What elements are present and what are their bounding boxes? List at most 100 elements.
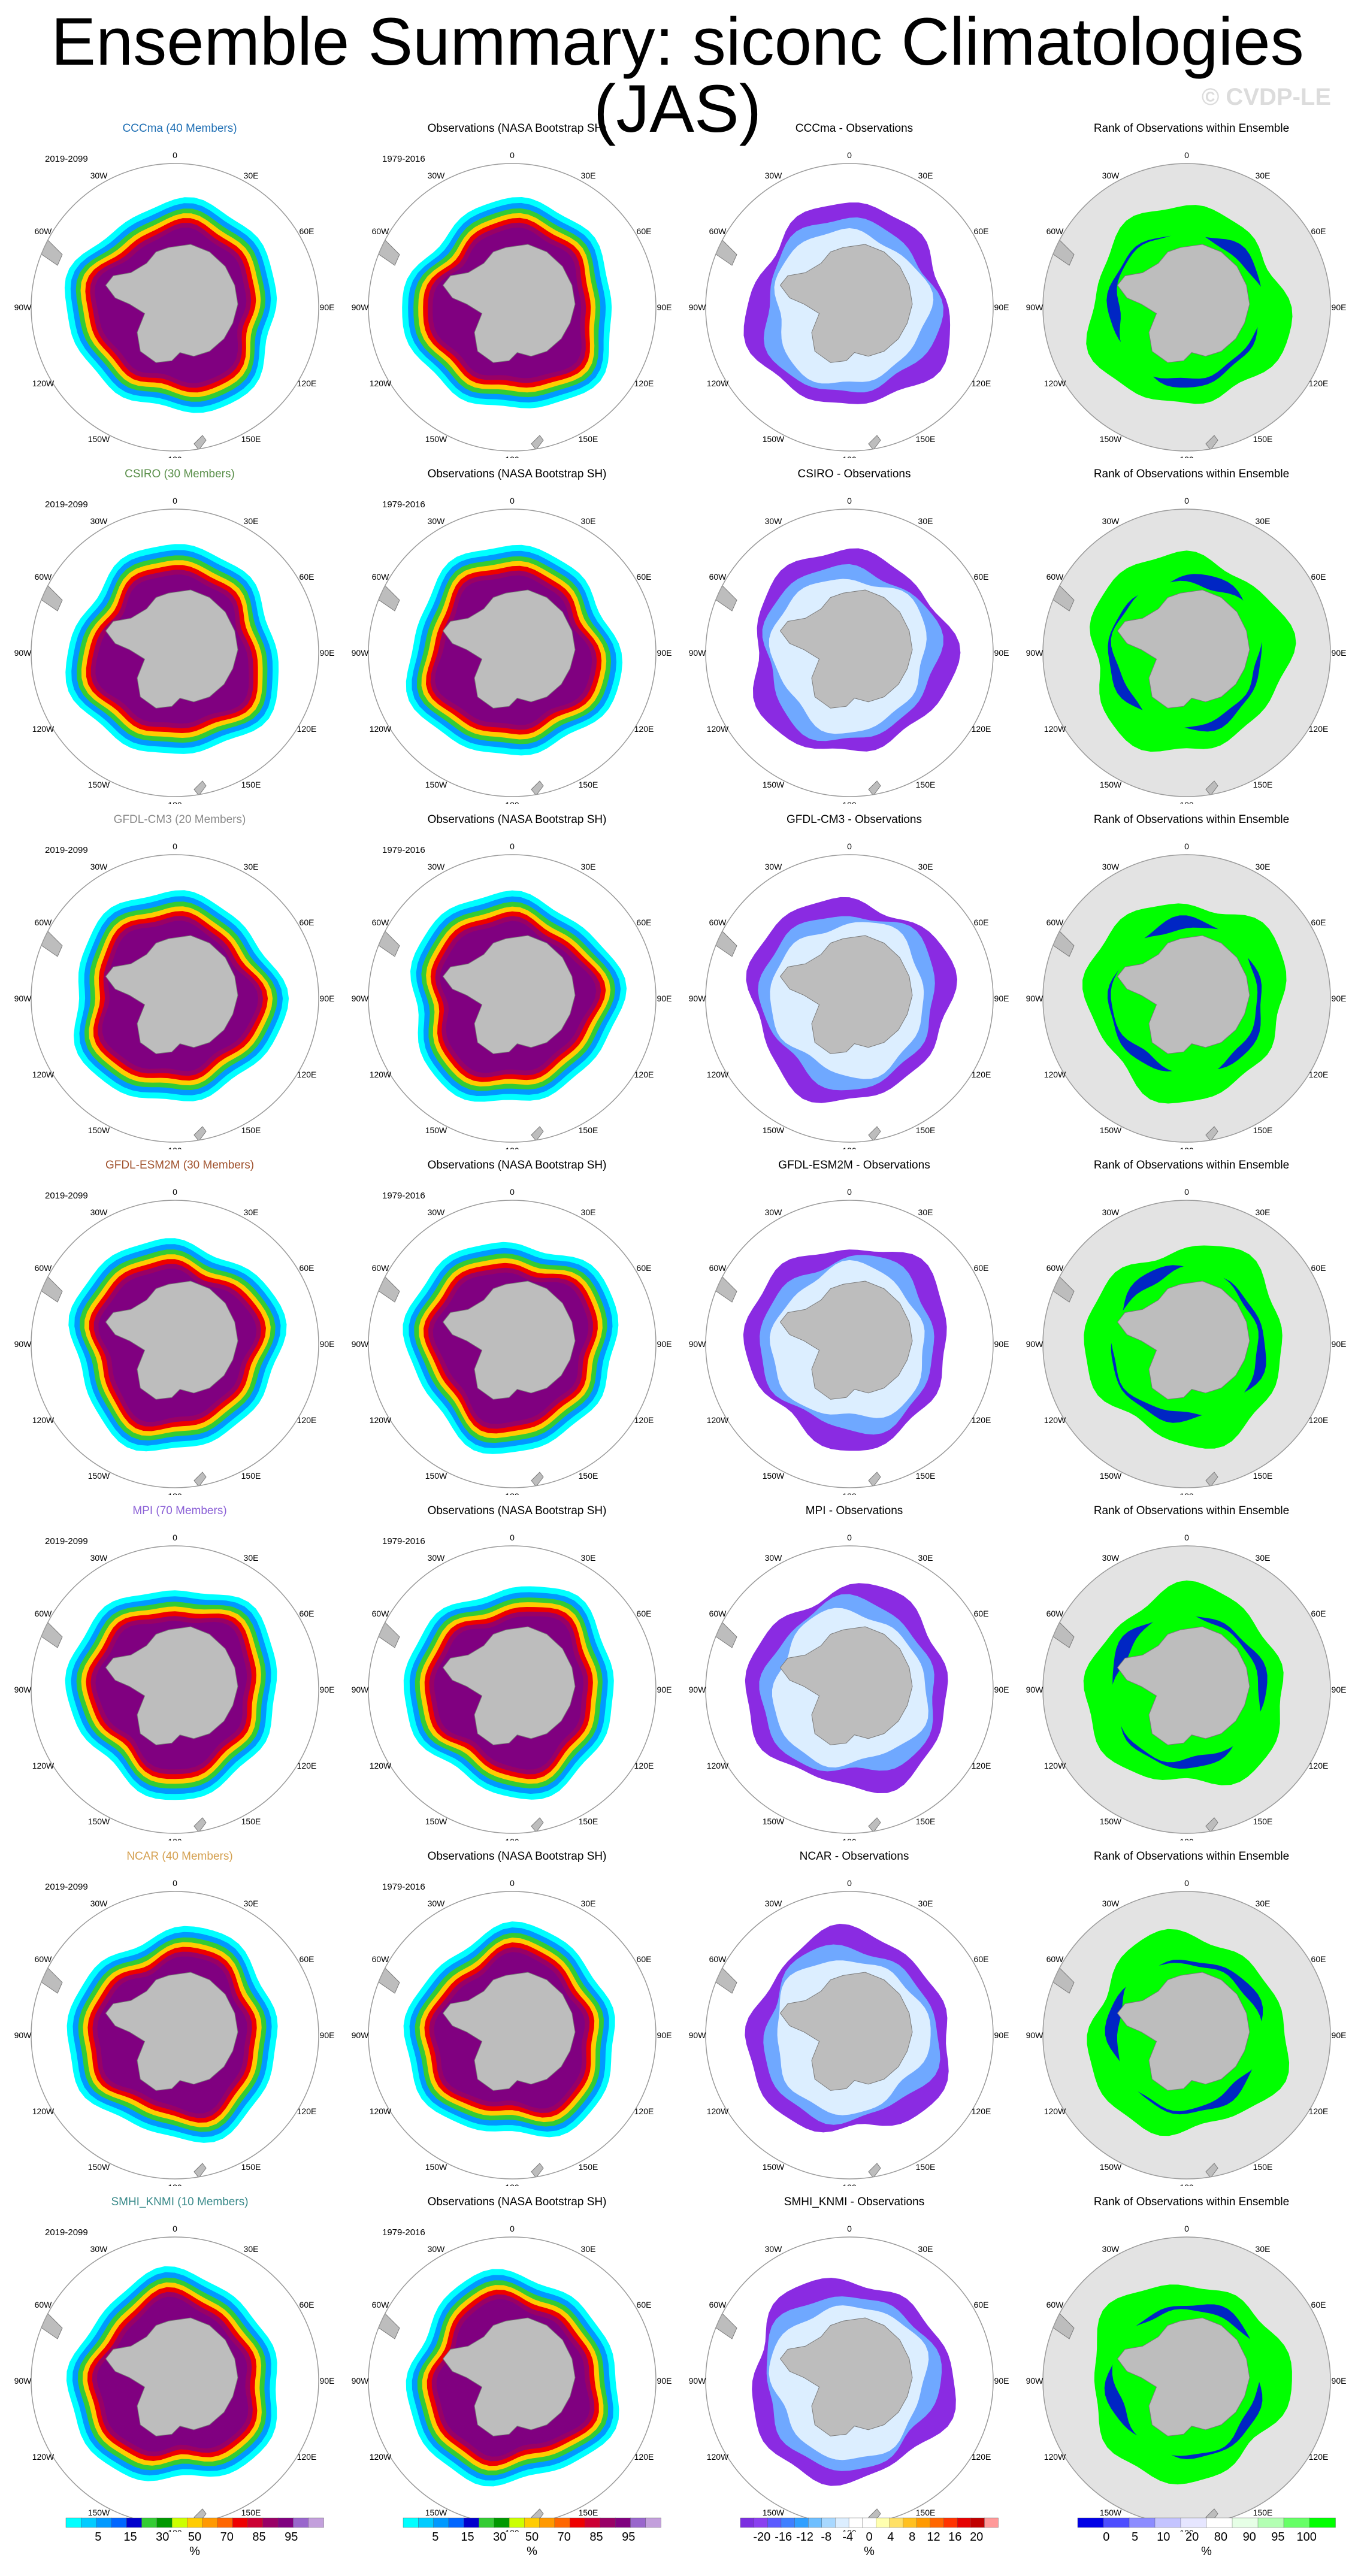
longitude-label: 60E bbox=[1311, 1609, 1326, 1618]
panel-title: NCAR - Observations bbox=[799, 1850, 909, 1863]
longitude-label: 150W bbox=[425, 1817, 447, 1826]
tasmania-landmass bbox=[263, 2492, 276, 2507]
longitude-label: 150E bbox=[579, 434, 598, 444]
colorbar-swatch bbox=[754, 2517, 768, 2528]
colorbar-swatch bbox=[187, 2517, 203, 2528]
antarctica-landmass bbox=[105, 935, 238, 1054]
longitude-label: 60E bbox=[637, 1609, 652, 1618]
new-zealand-landmass bbox=[868, 2163, 881, 2178]
antarctica-landmass bbox=[779, 1281, 913, 1400]
colorbar-swatch bbox=[277, 2517, 294, 2528]
map-border bbox=[368, 1891, 657, 2180]
tasmania-landmass bbox=[263, 418, 276, 434]
longitude-label: 30E bbox=[1256, 1553, 1271, 1563]
tasmania-landmass bbox=[937, 1109, 951, 1125]
colorbar-swatch bbox=[509, 2517, 525, 2528]
panel-title: CCCma - Observations bbox=[795, 122, 914, 135]
colorbar-swatch bbox=[645, 2517, 661, 2528]
longitude-label: 30W bbox=[90, 1899, 108, 1908]
longitude-label: 90W bbox=[1026, 648, 1044, 658]
colorbar-swatch bbox=[821, 2517, 836, 2528]
period-label: 2019-2099 bbox=[45, 845, 88, 855]
longitude-label: 150E bbox=[579, 780, 598, 789]
model-climatology-panel: GFDL-ESM2M (30 Members) 2019-2099 0 30E 60E 9… bbox=[12, 1159, 347, 1501]
longitude-label: 90E bbox=[994, 2030, 1009, 2040]
longitude-label: 150W bbox=[1100, 1471, 1122, 1481]
difference-panel: CCCma - Observations 0 30E 60E 90E 120E 150E 18… bbox=[686, 122, 1022, 464]
longitude-label: 0 bbox=[510, 1533, 515, 1542]
longitude-label: 180 bbox=[842, 455, 857, 458]
longitude-label: 0 bbox=[1184, 150, 1189, 160]
antarctica-landmass bbox=[105, 2317, 238, 2436]
colorbar-tick-label: 100 bbox=[1297, 2530, 1317, 2544]
longitude-label: 120E bbox=[297, 2452, 317, 2462]
longitude-label: 30E bbox=[244, 516, 259, 526]
colorbar-tick-label: -12 bbox=[796, 2530, 813, 2544]
longitude-label: 30E bbox=[1256, 862, 1271, 871]
new-zealand-landmass bbox=[193, 1817, 207, 1833]
longitude-label: 150W bbox=[1100, 1125, 1122, 1135]
longitude-label: 120W bbox=[707, 1415, 729, 1425]
longitude-label: 90E bbox=[320, 1685, 335, 1694]
longitude-label: 30W bbox=[1102, 1553, 1120, 1563]
longitude-label: 90W bbox=[1026, 1685, 1044, 1694]
panel-title: Rank of Observations within Ensemble bbox=[1093, 122, 1290, 135]
panel-title: Rank of Observations within Ensemble bbox=[1093, 1505, 1290, 1517]
colorbar-swatch bbox=[524, 2517, 540, 2528]
new-zealand-landmass bbox=[531, 435, 544, 450]
longitude-label: 150W bbox=[425, 1125, 447, 1135]
longitude-label: 150W bbox=[763, 2508, 785, 2517]
new-zealand-landmass bbox=[1205, 780, 1218, 796]
colorbar-units: % bbox=[189, 2545, 200, 2558]
polar-map: 0 30E 60E 90E 120E 150E 180 150W 120W 90W 60W 30W bbox=[689, 1187, 1009, 1495]
colorbar-swatch bbox=[217, 2517, 233, 2528]
longitude-label: 90W bbox=[689, 2030, 707, 2040]
colorbar-swatch bbox=[1232, 2517, 1259, 2528]
longitude-label: 60E bbox=[300, 2300, 314, 2309]
longitude-label: 180 bbox=[168, 1146, 182, 1149]
panel-title: Rank of Observations within Ensemble bbox=[1093, 1850, 1290, 1863]
longitude-label: 90W bbox=[14, 648, 32, 658]
longitude-label: 60W bbox=[709, 1609, 727, 1618]
colorbar-swatch bbox=[930, 2517, 945, 2528]
polar-map: 0 30E 60E 90E 120E 150E 180 150W 120W 90W 60W 30W bbox=[14, 841, 335, 1149]
colorbar: 0 5 10 20 80 90 95 100% bbox=[1077, 2517, 1336, 2558]
colorbar-swatch bbox=[807, 2517, 822, 2528]
longitude-label: 90W bbox=[352, 648, 370, 658]
polar-map: 0 30E 60E 90E 120E 150E 180 150W 120W 90W 60W 30W bbox=[14, 496, 335, 804]
tasmania-landmass bbox=[937, 2146, 951, 2162]
antarctica-landmass bbox=[442, 1281, 576, 1400]
observations-panel: Observations (NASA Bootstrap SH) 1979-201… bbox=[349, 122, 685, 464]
colorbar-swatch bbox=[232, 2517, 249, 2528]
longitude-label: 150W bbox=[1100, 1817, 1122, 1826]
longitude-label: 150W bbox=[88, 1471, 110, 1481]
antarctica-landmass bbox=[105, 1972, 238, 2091]
polar-map: 0 30E 60E 90E 120E 150E 180 150W 120W 90W 60W 30W bbox=[14, 1878, 335, 2186]
longitude-label: 30E bbox=[1256, 1207, 1271, 1217]
colorbar: 5 15 30 50 70 85 95% bbox=[403, 2517, 661, 2558]
longitude-label: 90E bbox=[657, 648, 672, 658]
longitude-label: 30W bbox=[765, 516, 783, 526]
longitude-label: 150W bbox=[1100, 434, 1122, 444]
longitude-label: 120E bbox=[634, 724, 654, 734]
observations-panel: Observations (NASA Bootstrap SH) 1979-201… bbox=[349, 1159, 685, 1501]
map-border bbox=[31, 163, 319, 452]
longitude-label: 120W bbox=[370, 2452, 392, 2462]
panel-title: Observations (NASA Bootstrap SH) bbox=[427, 468, 607, 480]
longitude-label: 180 bbox=[505, 2183, 519, 2186]
antarctica-landmass bbox=[779, 1626, 913, 1745]
new-zealand-landmass bbox=[868, 1817, 881, 1833]
longitude-label: 120E bbox=[634, 1415, 654, 1425]
longitude-label: 150W bbox=[88, 434, 110, 444]
longitude-label: 120W bbox=[707, 724, 729, 734]
colorbar-swatch bbox=[554, 2517, 570, 2528]
polar-map: 0 30E 60E 90E 120E 150E 180 150W 120W 90W 60W 30W bbox=[352, 150, 672, 458]
model-climatology-panel: CSIRO (30 Members) 2019-2099 0 30E 60E 90E 120… bbox=[12, 468, 347, 810]
longitude-label: 60E bbox=[637, 226, 652, 236]
longitude-label: 30W bbox=[1102, 2244, 1120, 2254]
tasmania-landmass bbox=[600, 764, 613, 779]
longitude-label: 60W bbox=[709, 918, 727, 927]
rank-panel: Rank of Observations within Ensemble 0 30E… bbox=[1024, 122, 1355, 464]
longitude-label: 90E bbox=[994, 1685, 1009, 1694]
